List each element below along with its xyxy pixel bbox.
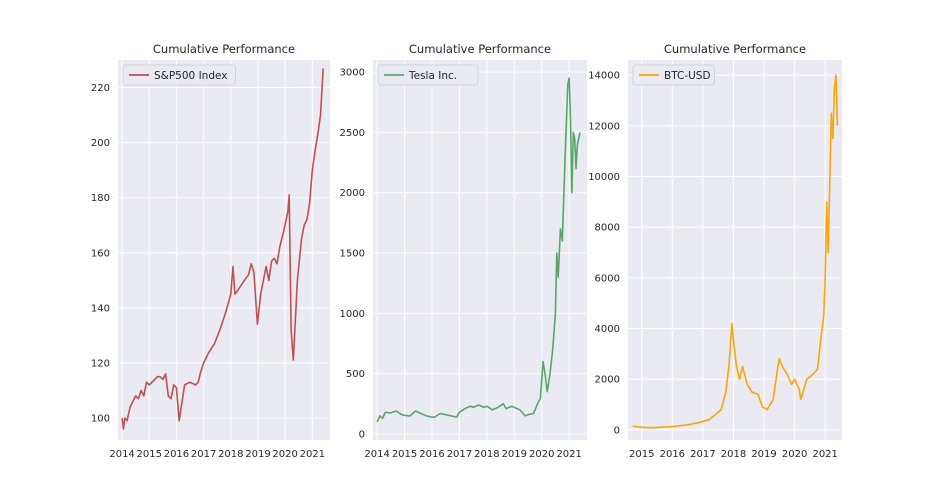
y-tick-label: 14000 — [588, 71, 620, 82]
legend: S&P500 Index — [122, 64, 236, 86]
y-tick-label: 10000 — [588, 172, 620, 183]
plot-background — [628, 60, 842, 440]
plot-background — [373, 60, 587, 440]
chart-panel-2: 0 500 1000 1500 2000 2500 3000 2014 2015 2016 2017… — [340, 42, 587, 460]
y-tick-label: 160 — [91, 248, 110, 259]
y-tick-label: 140 — [91, 303, 110, 314]
y-tick-label: 6000 — [595, 273, 620, 284]
y-tick-label: 200 — [91, 138, 110, 149]
legend: BTC-USD — [632, 64, 715, 86]
legend-box — [122, 64, 236, 86]
y-tick-label: 3000 — [340, 68, 365, 79]
y-tick-label: 4000 — [595, 324, 620, 335]
x-tick-label: 2017 — [690, 449, 715, 460]
x-tick-label: 2016 — [660, 449, 685, 460]
y-tick-label: 2000 — [340, 188, 365, 199]
y-tick-label: 500 — [346, 369, 365, 380]
series-line — [376, 77, 581, 423]
x-tick-label: 2021 — [812, 449, 837, 460]
legend-label: BTC-USD — [664, 70, 711, 82]
chart-title: Cumulative Performance — [409, 42, 551, 56]
series-line — [121, 68, 324, 430]
legend-label: Tesla Inc. — [408, 70, 457, 82]
chart-title: Cumulative Performance — [664, 42, 806, 56]
y-tick-label: 12000 — [588, 121, 620, 132]
y-tick-label: 1000 — [340, 309, 365, 320]
x-tick-label: 2019 — [751, 449, 776, 460]
x-tick-label: 2016 — [164, 449, 189, 460]
x-tick-label: 2015 — [629, 449, 654, 460]
series-line — [632, 74, 839, 429]
x-tick-label: 2018 — [721, 449, 746, 460]
legend: Tesla Inc. — [377, 64, 479, 86]
x-tick-label: 2018 — [218, 449, 243, 460]
legend-box — [377, 64, 479, 86]
y-tick-label: 180 — [91, 193, 110, 204]
x-tick-label: 2014 — [109, 449, 134, 460]
x-tick-label: 2015 — [392, 449, 417, 460]
x-tick-label: 2020 — [529, 449, 554, 460]
chart-panel-3: 0 2000 4000 6000 8000 10000 12000 14000 2015 2016… — [588, 42, 842, 460]
y-tick-label: 100 — [91, 413, 110, 424]
x-tick-label: 2019 — [245, 449, 270, 460]
x-tick-label: 2019 — [502, 449, 527, 460]
x-tick-label: 2015 — [137, 449, 162, 460]
y-tick-label: 0 — [614, 425, 620, 436]
y-tick-label: 0 — [359, 429, 365, 440]
x-tick-label: 2014 — [364, 449, 389, 460]
x-tick-label: 2020 — [272, 449, 297, 460]
y-tick-label: 1500 — [340, 249, 365, 260]
y-tick-label: 8000 — [595, 223, 620, 234]
legend-box — [632, 64, 715, 86]
y-tick-label: 220 — [91, 83, 110, 94]
y-tick-label: 2000 — [595, 375, 620, 386]
x-tick-label: 2016 — [419, 449, 444, 460]
x-tick-label: 2021 — [556, 449, 581, 460]
x-tick-label: 2018 — [474, 449, 499, 460]
y-tick-label: 120 — [91, 358, 110, 369]
y-tick-label: 2500 — [340, 128, 365, 139]
plot-background — [118, 60, 330, 440]
legend-label: S&P500 Index — [154, 70, 227, 82]
x-tick-label: 2017 — [447, 449, 472, 460]
x-tick-label: 2017 — [191, 449, 216, 460]
x-tick-label: 2021 — [300, 449, 325, 460]
x-tick-label: 2020 — [782, 449, 807, 460]
chart-title: Cumulative Performance — [153, 42, 295, 56]
